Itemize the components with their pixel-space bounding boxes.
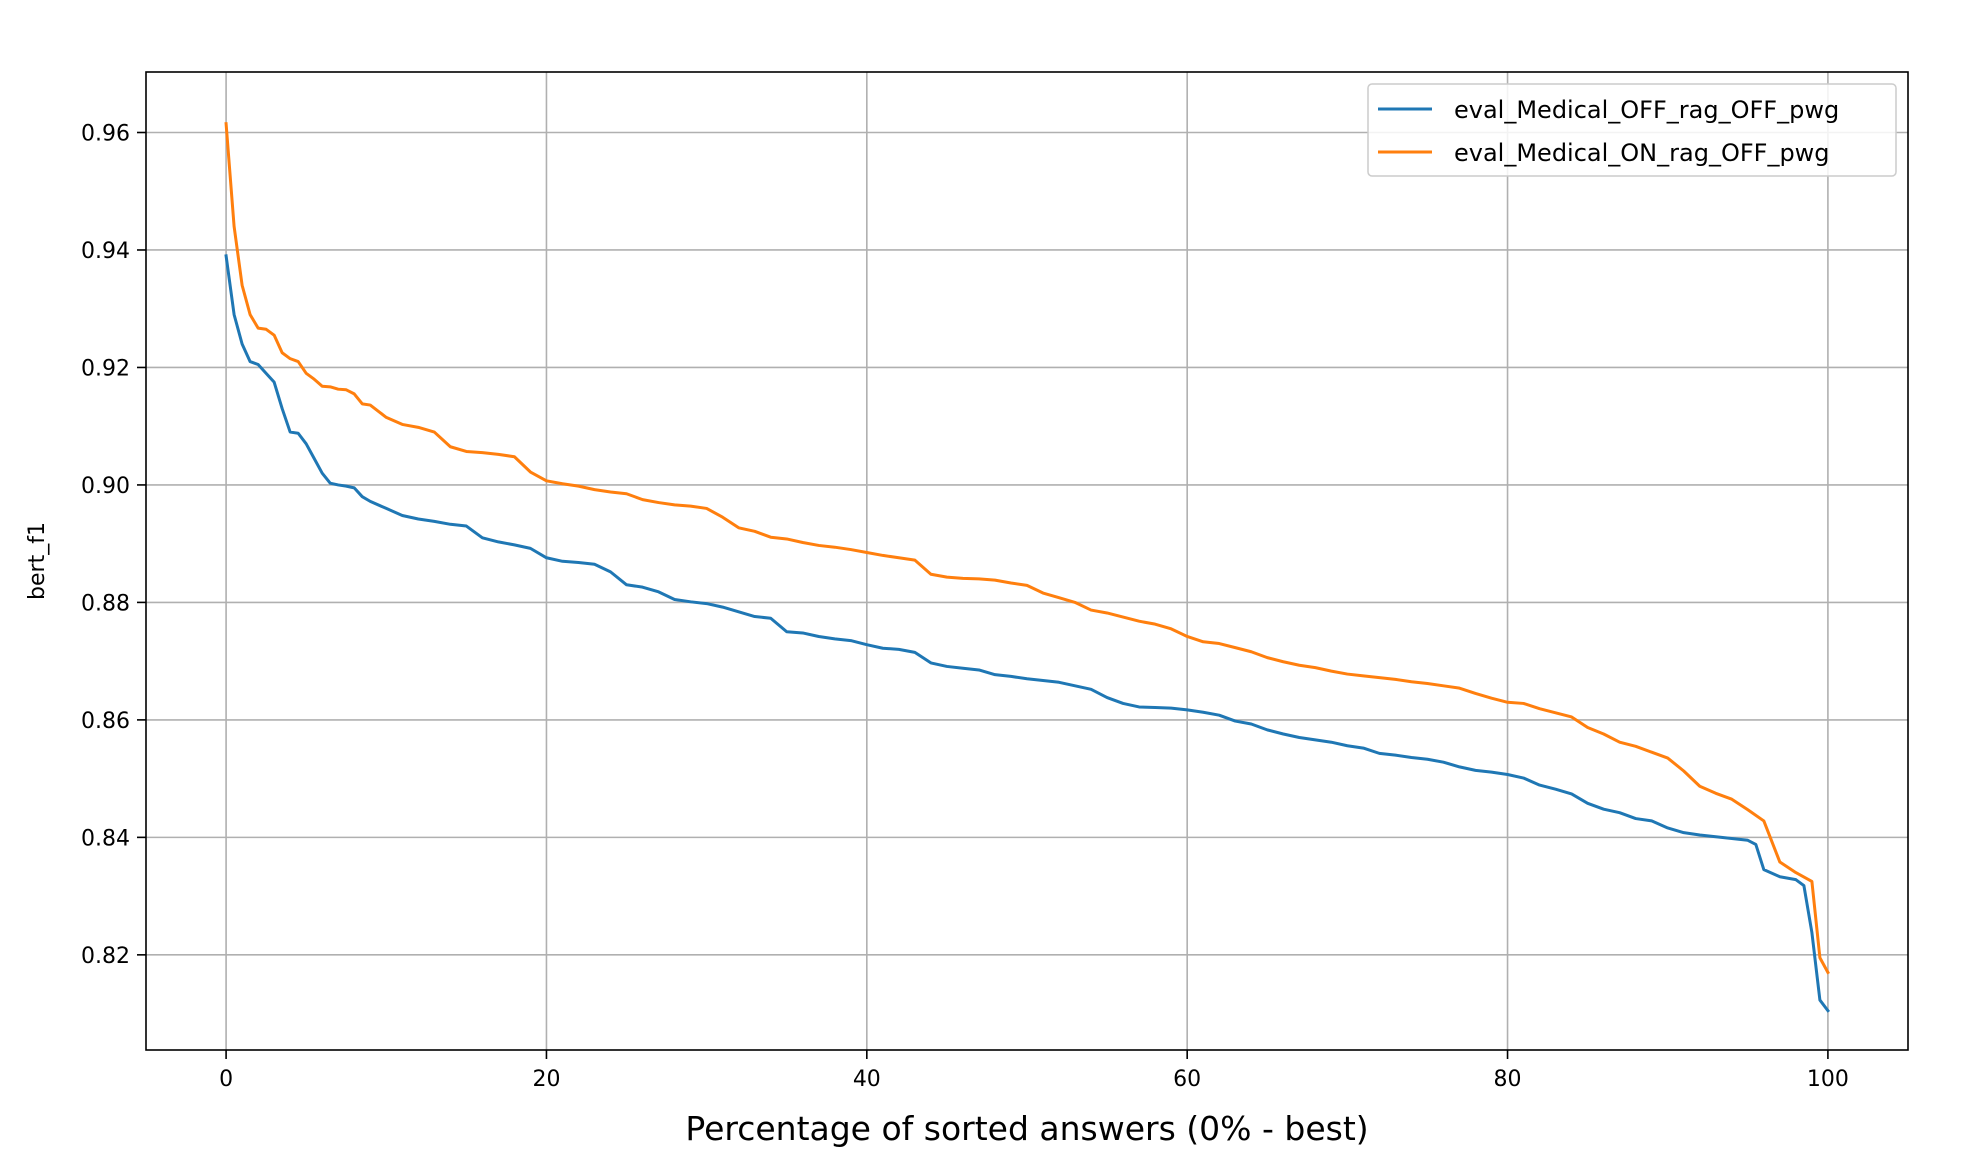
y-tick-label: 0.96 bbox=[81, 122, 130, 147]
y-axis-label: bert_f1 bbox=[25, 522, 50, 600]
x-axis-label: Percentage of sorted answers (0% - best) bbox=[685, 1109, 1368, 1148]
legend-box bbox=[1367, 83, 1897, 177]
x-tick-label: 80 bbox=[1494, 1067, 1522, 1092]
x-tick-label: 60 bbox=[1173, 1067, 1201, 1092]
legend-label-1: eval_Medical_OFF_rag_OFF_pwg bbox=[1454, 96, 1839, 124]
y-tick-label: 0.90 bbox=[81, 474, 130, 499]
y-axis-ticks: 0.82 0.84 0.86 0.88 0.90 0.92 0.94 0.96 bbox=[81, 122, 146, 969]
legend-label-2: eval_Medical_ON_rag_OFF_pwg bbox=[1454, 139, 1830, 167]
legend: eval_Medical_OFF_rag_OFF_pwg eval_Medical… bbox=[1367, 83, 1897, 177]
y-tick-label: 0.82 bbox=[81, 944, 130, 969]
x-tick-label: 0 bbox=[219, 1067, 233, 1092]
y-tick-label: 0.86 bbox=[81, 709, 130, 734]
x-tick-label: 100 bbox=[1807, 1067, 1849, 1092]
y-tick-label: 0.88 bbox=[81, 591, 130, 616]
grid bbox=[146, 72, 1908, 1050]
series-line-1 bbox=[224, 254, 1831, 1013]
y-tick-label: 0.84 bbox=[81, 826, 130, 851]
series-line-2 bbox=[224, 122, 1830, 975]
series-lines bbox=[224, 122, 1831, 1013]
x-tick-label: 20 bbox=[532, 1067, 560, 1092]
plot-frame bbox=[145, 71, 1909, 1051]
y-tick-label: 0.92 bbox=[81, 356, 130, 381]
x-axis-ticks: 0 20 40 60 80 100 bbox=[219, 1050, 1849, 1092]
x-tick-label: 40 bbox=[853, 1067, 881, 1092]
y-tick-label: 0.94 bbox=[81, 239, 130, 264]
